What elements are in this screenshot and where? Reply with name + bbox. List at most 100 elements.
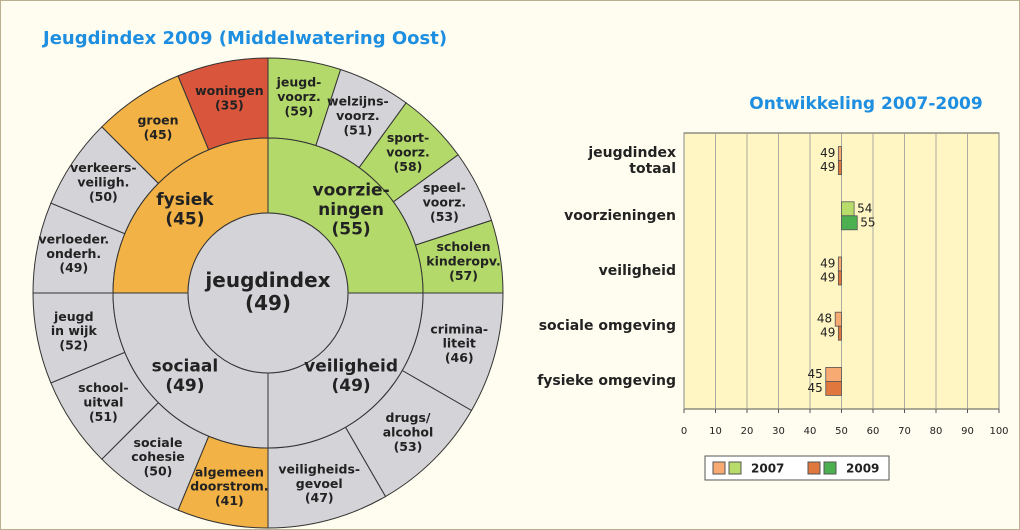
segment-label: sport- (387, 130, 429, 145)
segment-label: veiligh. (77, 174, 129, 189)
chart-title: Jeugdindex 2009 (Middelwatering Oost) (41, 28, 447, 49)
data-label: 49 (820, 160, 835, 174)
segment-value: (53) (430, 209, 459, 224)
segment-value: (47) (305, 490, 334, 505)
segment-value: (51) (343, 122, 372, 137)
y-tick-label: voorzieningen (564, 207, 676, 224)
chart-title: Ontwikkeling 2007-2009 (749, 94, 982, 114)
segment-label: drugs/ (386, 410, 431, 425)
segment-value: (49) (331, 376, 370, 396)
segment-label: groen (137, 113, 178, 128)
segment-label: school- (78, 380, 128, 395)
segment-label: algemeen (195, 464, 264, 479)
legend-label: 2009 (846, 462, 879, 476)
segment-value: (41) (215, 493, 244, 508)
bar (841, 201, 855, 217)
legend-swatch (712, 461, 726, 475)
segment-label: woningen (195, 83, 264, 98)
segment-value: (45) (165, 210, 204, 230)
x-tick-label: 50 (835, 426, 848, 437)
data-label: 49 (820, 271, 835, 285)
bar (837, 256, 842, 272)
x-tick-label: 10 (709, 426, 722, 437)
segment-label: liteit (443, 336, 476, 351)
legend-swatch (728, 461, 742, 475)
segment-label: uitval (83, 395, 123, 410)
x-tick-label: 90 (961, 426, 974, 437)
bar (837, 270, 842, 286)
segment-label: jeugd- (276, 75, 322, 90)
segment-label: jeugdindex (204, 268, 330, 292)
segment-value: (52) (59, 338, 88, 353)
segment-label: onderh. (46, 246, 101, 261)
segment-value: (50) (89, 189, 118, 204)
segment-label: doorstrom. (190, 479, 268, 494)
segment-label: verloeder. (38, 231, 109, 246)
x-tick-label: 30 (772, 426, 785, 437)
segment-label: gevoel (296, 476, 343, 491)
data-label: 48 (817, 312, 832, 326)
data-label: 55 (860, 215, 875, 229)
bar (834, 311, 842, 327)
bar (837, 325, 842, 341)
x-tick-label: 40 (804, 426, 817, 437)
data-label: 45 (807, 381, 822, 395)
data-label: 49 (820, 146, 835, 160)
segment-value: (59) (285, 103, 314, 118)
segment-value: (51) (89, 409, 118, 424)
bar (837, 146, 842, 162)
data-label: 45 (807, 367, 822, 381)
x-tick-label: 100 (989, 426, 1008, 437)
x-tick-label: 0 (681, 426, 687, 437)
segment-label: welzijns- (327, 94, 389, 109)
center-circle (187, 212, 349, 374)
segment-value: (58) (394, 159, 423, 174)
segment-label: crimina- (430, 321, 488, 336)
segment-label: ningen (318, 200, 384, 220)
legend-swatch (823, 461, 837, 475)
x-tick-label: 20 (741, 426, 754, 437)
segment-label: scholen (437, 239, 491, 254)
segment-value: (49) (245, 291, 291, 315)
segment-label: kinderopv. (426, 254, 501, 269)
segment-label: jeugd (53, 309, 94, 324)
x-tick-label: 70 (898, 426, 911, 437)
segment-label: voorz. (386, 144, 430, 159)
segment-label: voorz. (423, 195, 467, 210)
data-label: 54 (857, 201, 872, 215)
segment-label: sociale (134, 435, 183, 450)
segment-value: (45) (144, 127, 173, 142)
segment-value: (35) (215, 97, 244, 112)
segment-label: veiligheids- (278, 461, 360, 476)
segment-label: alcohol (383, 425, 434, 440)
legend-label: 2007 (751, 462, 784, 476)
y-tick-label: jeugdindex totaal (588, 144, 676, 177)
bar (841, 215, 858, 231)
legend-box (704, 455, 890, 481)
bar (825, 380, 842, 396)
segment-label: voorz. (277, 89, 321, 104)
segment-label: speel- (423, 180, 466, 195)
segment-label: voorzie- (313, 180, 390, 200)
segment-label: voorz. (336, 108, 380, 123)
segment-value: (49) (165, 376, 204, 396)
segment-label: fysiek (156, 190, 214, 210)
segment-value: (57) (449, 268, 478, 283)
segment-value: (49) (59, 260, 88, 275)
legend-swatch (807, 461, 821, 475)
data-label: 49 (820, 326, 835, 340)
data-label: 49 (820, 257, 835, 271)
y-tick-label: sociale omgeving (538, 318, 676, 335)
bar (837, 160, 842, 176)
segment-label: in wijk (51, 323, 98, 338)
x-tick-label: 60 (867, 426, 880, 437)
segment-value: (46) (445, 350, 474, 365)
bar (825, 366, 842, 382)
segment-label: veiligheid (304, 356, 398, 376)
segment-label: verkeers- (70, 160, 137, 175)
y-tick-label: fysieke omgeving (537, 373, 676, 390)
y-tick-label: veiligheid (598, 263, 676, 279)
segment-value: (55) (331, 219, 370, 239)
